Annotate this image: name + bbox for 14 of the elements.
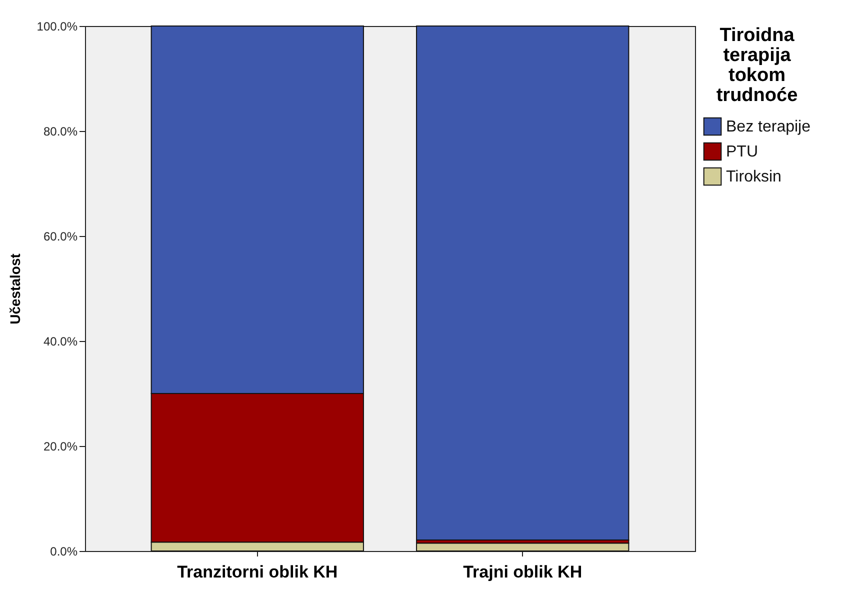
y-tick-label: 40.0% xyxy=(43,334,78,348)
legend-label: Bez terapije xyxy=(726,118,811,136)
x-tick-label: Trajni oblik KH xyxy=(463,562,582,582)
y-tick-label: 20.0% xyxy=(43,440,78,454)
y-axis-title: Učestalost xyxy=(6,253,23,324)
y-tick-label: 60.0% xyxy=(43,230,78,244)
y-tick-label: 0.0% xyxy=(50,544,78,558)
legend-label: Tiroksin xyxy=(726,168,782,186)
bar xyxy=(416,542,630,552)
legend-label: PTU xyxy=(726,144,758,160)
y-tick-label: 80.0% xyxy=(43,124,78,138)
x-tick-label: Tranzitorni oblik KH xyxy=(177,562,338,582)
y-tick-label: 100.0% xyxy=(36,20,78,34)
legend-title: Tiroidna terapija tokom trudnoće xyxy=(716,25,798,106)
